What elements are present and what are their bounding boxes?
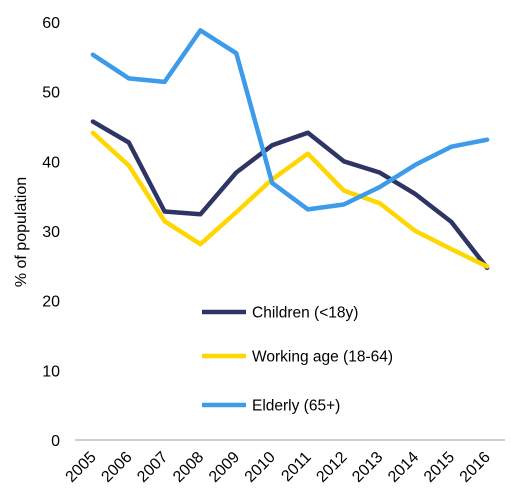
x-tick-label: 2015 xyxy=(421,449,458,486)
legend-label: Working age (18-64) xyxy=(252,349,393,366)
x-tick-label: 2006 xyxy=(98,449,135,486)
series-lines xyxy=(90,28,490,271)
y-tick-label: 30 xyxy=(42,224,60,241)
y-tick-label: 50 xyxy=(42,85,60,102)
x-tick-label: 2009 xyxy=(206,449,243,486)
x-tick-label: 2010 xyxy=(242,449,279,486)
x-tick-label: 2014 xyxy=(385,449,422,486)
y-tick-label: 20 xyxy=(42,294,60,311)
series-line-working-age-18-64 xyxy=(90,130,490,269)
series-line-children-18y xyxy=(90,119,490,271)
x-tick-label: 2012 xyxy=(313,449,350,486)
x-tick-label: 2008 xyxy=(170,449,207,486)
x-tick-label: 2007 xyxy=(134,449,171,486)
x-tick-label: 2013 xyxy=(349,449,386,486)
y-tick-label: 60 xyxy=(42,15,60,32)
legend: Children (<18y) Working age (18-64) Elderl… xyxy=(202,305,393,415)
y-tick-label: 40 xyxy=(42,154,60,171)
x-tick-label: 2005 xyxy=(63,449,100,486)
series-line-elderly-65 xyxy=(90,28,490,212)
x-tick-label: 2011 xyxy=(278,449,314,485)
y-axis-ticks: 0 10 20 30 40 50 60 xyxy=(42,15,60,450)
legend-label: Children (<18y) xyxy=(252,305,358,322)
y-tick-label: 0 xyxy=(51,433,60,450)
legend-label: Elderly (65+) xyxy=(252,398,340,415)
y-tick-label: 10 xyxy=(42,363,60,380)
x-tick-label: 2016 xyxy=(457,449,494,486)
y-axis-title: % of population xyxy=(13,177,30,287)
